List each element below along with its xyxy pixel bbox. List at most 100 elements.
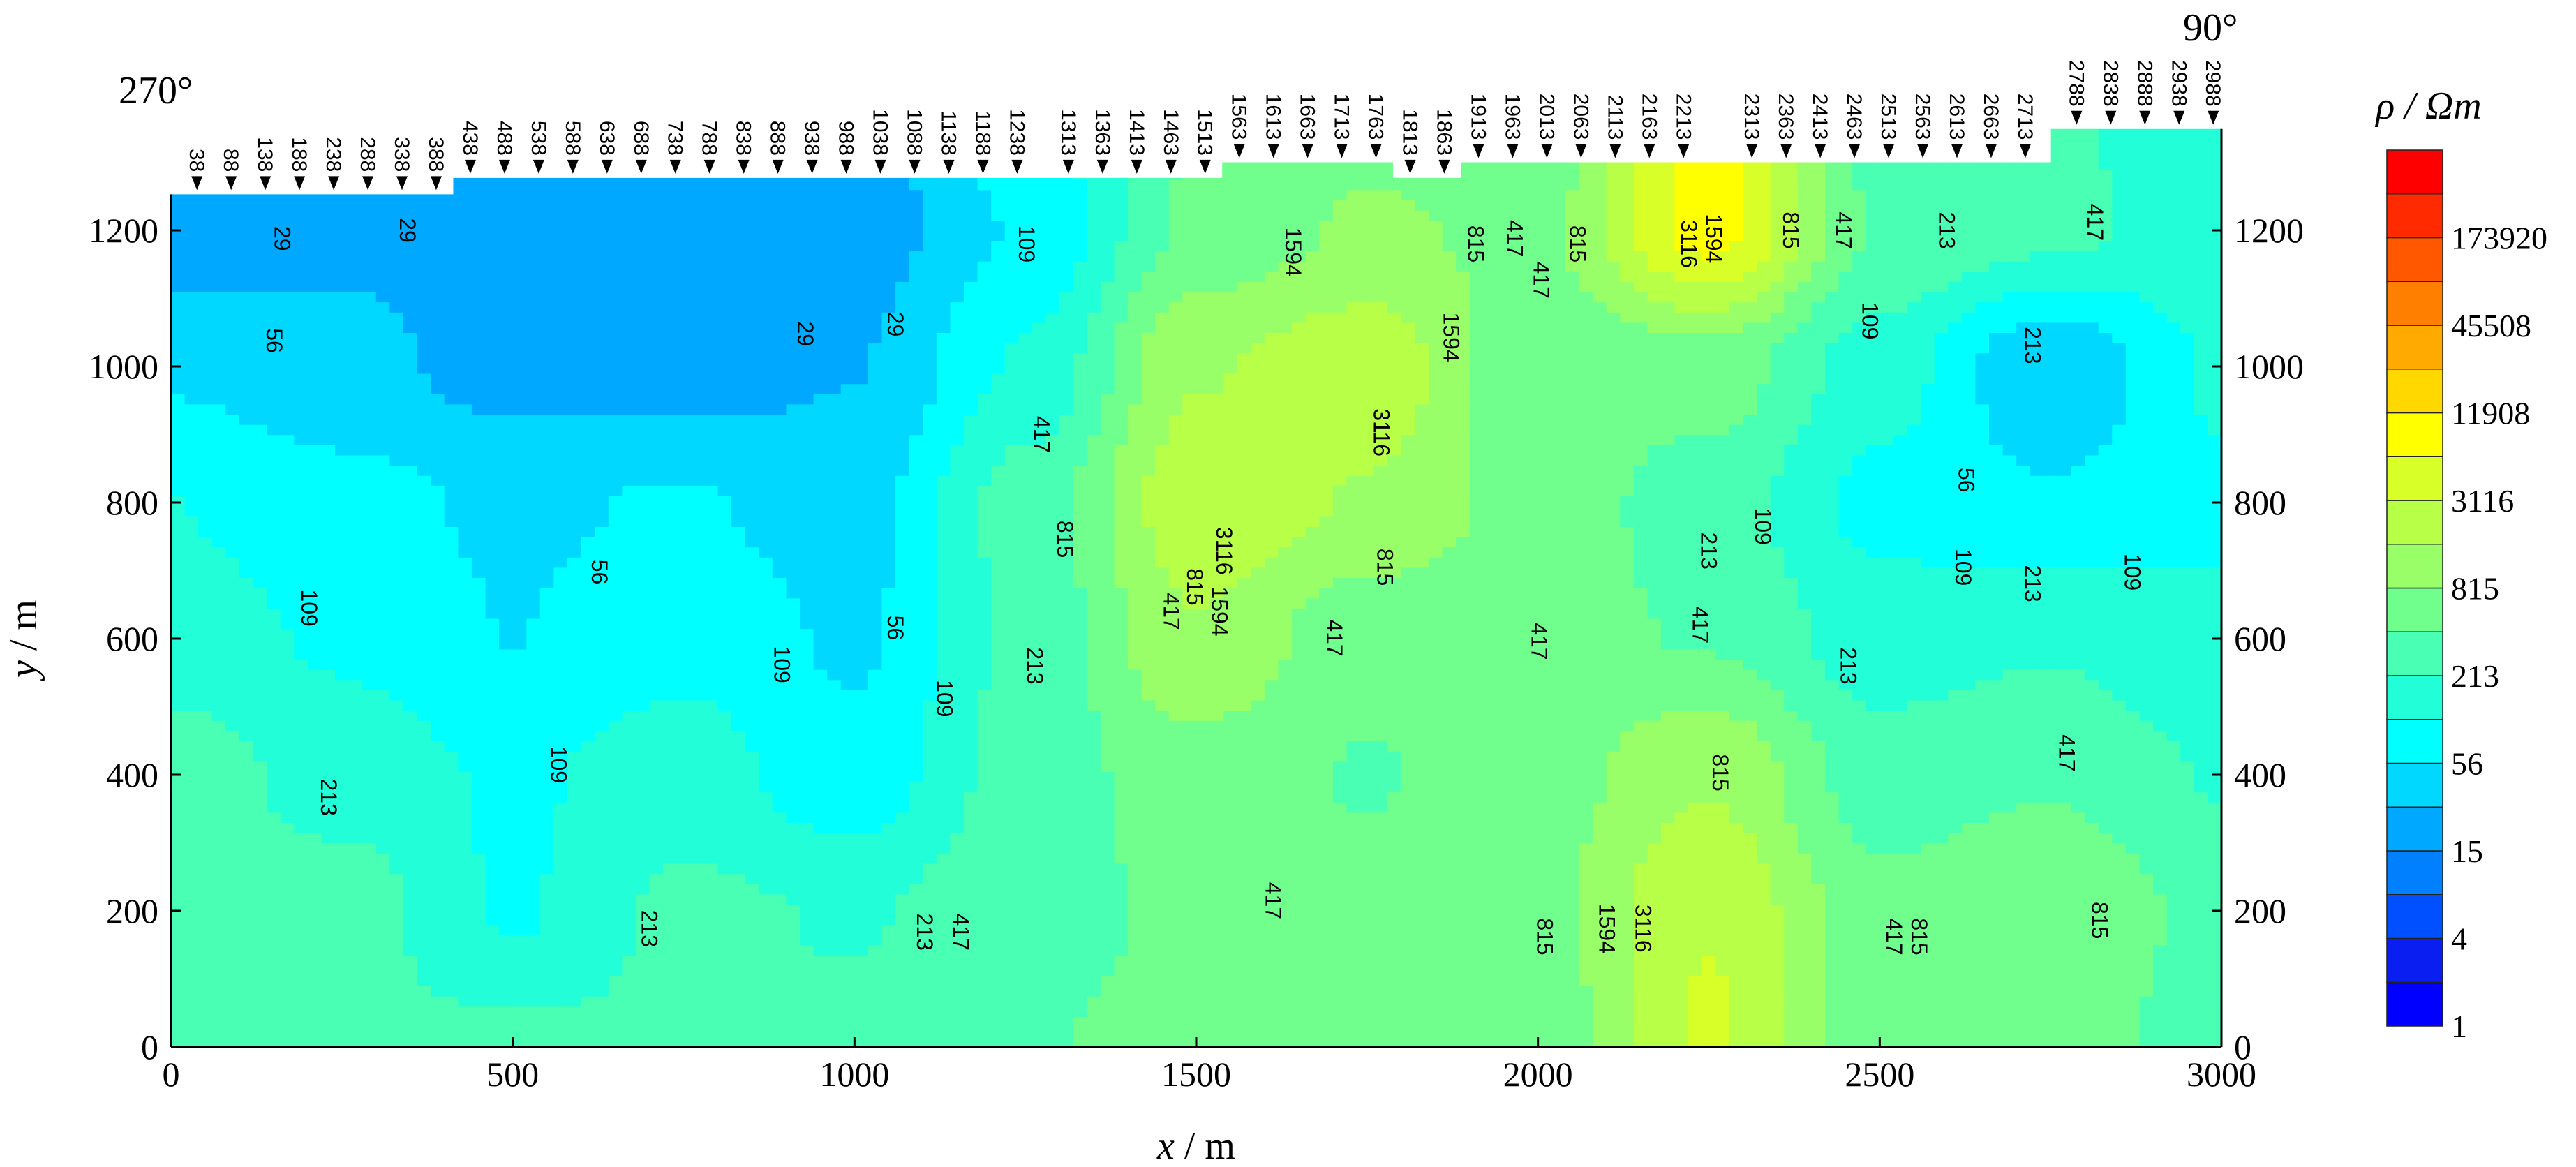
heatmap-cell bbox=[827, 904, 842, 915]
heatmap-cell bbox=[1674, 995, 1689, 1007]
heatmap-cell bbox=[1456, 781, 1471, 793]
heatmap-cell bbox=[1128, 995, 1142, 1007]
heatmap-cell bbox=[2098, 750, 2113, 762]
heatmap-cell bbox=[1251, 771, 1265, 782]
heatmap-cell bbox=[1893, 884, 1908, 895]
heatmap-cell bbox=[431, 884, 445, 895]
heatmap-cell bbox=[690, 935, 705, 946]
heatmap-cell bbox=[800, 720, 814, 731]
heatmap-cell bbox=[854, 1026, 869, 1038]
heatmap-cell bbox=[1757, 710, 1771, 721]
heatmap-cell bbox=[1797, 944, 1812, 956]
heatmap-cell bbox=[171, 904, 186, 915]
heatmap-cell bbox=[581, 1036, 595, 1048]
heatmap-cell bbox=[717, 935, 732, 946]
heatmap-cell bbox=[827, 720, 842, 731]
heatmap-cell bbox=[813, 1006, 828, 1017]
heatmap-cell bbox=[868, 1006, 883, 1017]
heatmap-cell bbox=[1319, 914, 1334, 926]
heatmap-cell bbox=[458, 965, 472, 976]
heatmap-cell bbox=[608, 720, 623, 731]
heatmap-cell bbox=[676, 761, 692, 772]
heatmap-cell bbox=[2098, 802, 2113, 813]
heatmap-cell bbox=[1961, 812, 1976, 823]
heatmap-cell bbox=[1018, 884, 1033, 895]
heatmap-cell bbox=[2085, 802, 2099, 813]
heatmap-cell bbox=[1770, 741, 1785, 752]
heatmap-cell bbox=[253, 904, 267, 915]
heatmap-cell bbox=[1660, 975, 1676, 986]
heatmap-cell bbox=[539, 730, 555, 741]
heatmap-cell bbox=[1825, 802, 1840, 813]
heatmap-cell bbox=[676, 995, 692, 1007]
heatmap-cell bbox=[471, 873, 486, 884]
heatmap-cell bbox=[1811, 873, 1826, 884]
heatmap-cell bbox=[1087, 904, 1101, 915]
heatmap-cell bbox=[1196, 914, 1211, 926]
heatmap-cell bbox=[1975, 1006, 1990, 1017]
heatmap-cell bbox=[2112, 1026, 2127, 1038]
heatmap-cell bbox=[1223, 965, 1238, 976]
heatmap-cell bbox=[759, 914, 773, 926]
heatmap-cell bbox=[909, 791, 924, 803]
heatmap-cell bbox=[307, 1006, 322, 1017]
heatmap-cell bbox=[198, 750, 213, 762]
heatmap-cell bbox=[171, 884, 186, 895]
heatmap-cell bbox=[1209, 853, 1224, 864]
heatmap-cell bbox=[868, 873, 883, 884]
heatmap-cell bbox=[1934, 935, 1949, 946]
heatmap-cell bbox=[225, 699, 240, 711]
heatmap-cell bbox=[1524, 914, 1539, 926]
heatmap-cell bbox=[1620, 965, 1635, 976]
heatmap-cell bbox=[854, 904, 869, 915]
heatmap-cell bbox=[1989, 720, 2004, 731]
heatmap-cell bbox=[1264, 873, 1279, 884]
heatmap-cell bbox=[964, 1026, 978, 1038]
heatmap-cell bbox=[1332, 884, 1348, 895]
heatmap-cell bbox=[1510, 832, 1525, 844]
heatmap-cell bbox=[1182, 965, 1197, 976]
heatmap-cell bbox=[772, 944, 787, 956]
heatmap-cell bbox=[1128, 842, 1142, 854]
heatmap-cell bbox=[2208, 884, 2222, 895]
heatmap-cell bbox=[225, 893, 240, 905]
heatmap-cell bbox=[1168, 761, 1184, 772]
heatmap-cell bbox=[1660, 761, 1676, 772]
heatmap-cell bbox=[1538, 904, 1553, 915]
heatmap-cell bbox=[1073, 812, 1088, 823]
heatmap-cell bbox=[1688, 1026, 1703, 1038]
heatmap-cell bbox=[1196, 955, 1211, 966]
heatmap-cell bbox=[2098, 893, 2113, 905]
heatmap-cell bbox=[211, 842, 227, 854]
heatmap-cell bbox=[2085, 914, 2099, 926]
heatmap-cell bbox=[991, 863, 1006, 875]
heatmap-cell bbox=[1004, 955, 1020, 966]
heatmap-cell bbox=[991, 1026, 1006, 1038]
heatmap-cell bbox=[964, 995, 978, 1007]
heatmap-cell bbox=[375, 699, 391, 711]
heatmap-cell bbox=[936, 842, 951, 854]
heatmap-cell bbox=[553, 741, 568, 752]
heatmap-cell bbox=[608, 842, 623, 854]
heatmap-cell bbox=[253, 1026, 267, 1038]
heatmap-cell bbox=[389, 842, 404, 854]
heatmap-cell bbox=[1660, 781, 1676, 793]
heatmap-cell bbox=[267, 720, 281, 731]
heatmap-cell bbox=[717, 699, 732, 711]
heatmap-cell bbox=[1292, 944, 1306, 956]
heatmap-cell bbox=[1797, 710, 1812, 721]
heatmap-cell bbox=[307, 904, 322, 915]
heatmap-cell bbox=[485, 965, 500, 976]
heatmap-cell bbox=[854, 935, 869, 946]
heatmap-cell bbox=[717, 781, 732, 793]
heatmap-cell bbox=[1866, 832, 1881, 844]
heatmap-cell bbox=[1510, 995, 1525, 1007]
heatmap-cell bbox=[2016, 761, 2031, 772]
heatmap-cell bbox=[663, 710, 678, 721]
heatmap-cell bbox=[1551, 822, 1566, 833]
heatmap-cell bbox=[731, 944, 746, 956]
heatmap-cell bbox=[1948, 1016, 1963, 1027]
heatmap-cell bbox=[1429, 944, 1443, 956]
heatmap-cell bbox=[1729, 904, 1744, 915]
heatmap-cell bbox=[608, 986, 623, 997]
